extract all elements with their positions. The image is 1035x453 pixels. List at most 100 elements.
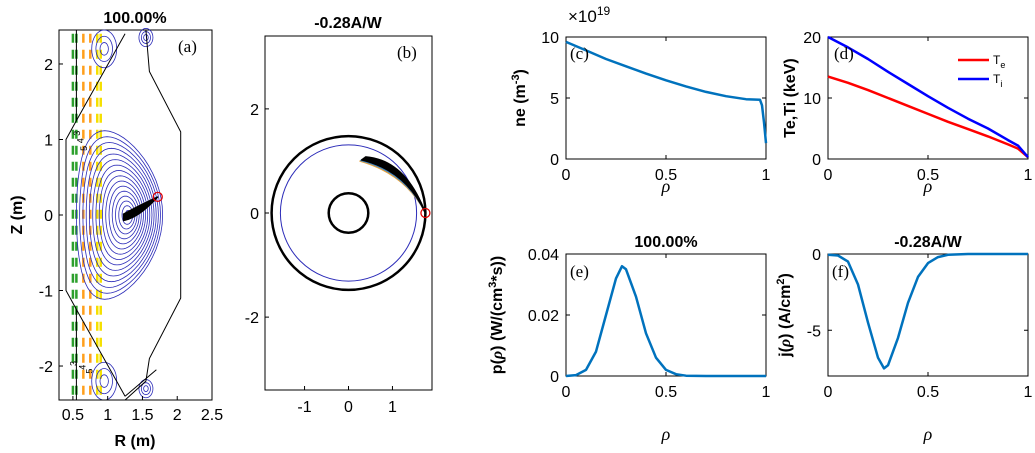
xtick-label: 0 — [562, 384, 571, 401]
axes-f-frame — [827, 253, 1029, 377]
toroidal-view — [270, 134, 431, 292]
panel-tag-b: (b) — [397, 43, 417, 62]
plot-e: 0 0.5 1 0 0.02 0.04 — [528, 247, 771, 401]
ytick-label: 0.04 — [528, 247, 559, 264]
legend-te-label: Te — [993, 53, 1005, 70]
ytick-label: 10 — [803, 91, 821, 108]
legend-d: Te Ti — [958, 53, 1005, 89]
title-f: -0.28A/W — [894, 234, 962, 251]
ytick-label: -1 — [39, 284, 53, 301]
vessel-wall — [65, 29, 182, 401]
ytick-label: 0 — [550, 369, 559, 386]
xtick-label: 1 — [103, 407, 112, 424]
xtick-label: 0 — [824, 167, 833, 184]
coil-contour-3-1 — [143, 385, 149, 393]
xtick-label: 2 — [173, 407, 182, 424]
ytick-label: 0 — [550, 152, 559, 169]
title-a: 100.00% — [103, 10, 166, 27]
panel-tag-e: (e) — [570, 262, 589, 281]
flux-surface-12 — [88, 153, 155, 277]
axes-b-frame — [264, 35, 433, 391]
panel-tag-c: (c) — [570, 44, 589, 63]
ray-13 — [122, 196, 158, 215]
ylabel-e: p(ρ) (W/(cm3*s)) — [487, 256, 506, 374]
xtick-label: -1 — [297, 399, 311, 416]
flux-surface-14 — [82, 142, 159, 288]
ytick-label: 2 — [250, 102, 259, 119]
flux-surface-11 — [92, 159, 153, 271]
flux-surface-10 — [95, 164, 151, 266]
ray-top-15 — [365, 156, 427, 214]
flux-surface-4 — [115, 195, 138, 235]
ytick-label: 0 — [812, 152, 821, 169]
xtick-label: 0 — [824, 384, 833, 401]
flux-surface-3 — [118, 200, 136, 230]
flux-surface-15 — [79, 136, 161, 294]
coil-contour-1-2 — [95, 368, 113, 395]
ytick-label: 10 — [541, 30, 559, 47]
xtick-label: 0.5 — [655, 384, 677, 401]
contour-label: 4 — [77, 365, 87, 370]
xtick-label: 0.5 — [917, 167, 939, 184]
title-b: -0.28A/W — [314, 15, 382, 32]
exponent-c: ×1019 — [568, 4, 611, 26]
panel-tag-f: (f) — [832, 262, 849, 281]
divertor-lines — [75, 33, 157, 397]
contour-label: 4 — [75, 138, 85, 143]
legend-ti-label: Ti — [993, 72, 1002, 89]
ytick-label: 0.02 — [528, 308, 559, 325]
flux-surface-2 — [121, 205, 134, 225]
ytick-label: -5 — [807, 323, 821, 340]
ytick-label: 5 — [550, 91, 559, 108]
panel-tag-d: (d) — [834, 44, 854, 63]
plot-f: 0 0.5 1 -5 0 — [807, 247, 1033, 401]
axes-e-frame — [565, 253, 767, 377]
xlabel-a: R (m) — [115, 433, 156, 450]
xtick-label: 1 — [1024, 384, 1033, 401]
plasma-boundary-circle — [279, 144, 418, 282]
series-line-ti — [827, 35, 1029, 159]
xtick-label: 1 — [388, 399, 397, 416]
coil-contour-3-2 — [140, 382, 151, 396]
xtick-label: 1 — [762, 384, 771, 401]
flux-surface-5 — [111, 190, 140, 240]
ytick-label: 20 — [803, 30, 821, 47]
flux-surface-7 — [105, 180, 144, 250]
coil-contour-2-3 — [138, 28, 154, 48]
flux-surface-8 — [102, 175, 146, 255]
ytick-label: 0 — [250, 206, 259, 223]
ytick-label: -2 — [39, 359, 53, 376]
coil-contour-0-1 — [99, 42, 109, 56]
series-line-0 — [565, 40, 768, 144]
xtick-label: 1.5 — [131, 407, 153, 424]
ylabel-d: Te,Ti (keV) — [782, 58, 799, 137]
series-line-0 — [827, 252, 1028, 370]
flux-surface-16 — [75, 130, 163, 300]
launch-marker — [152, 191, 163, 203]
contour-label: 5 — [79, 146, 89, 151]
ytick-label: 0 — [44, 208, 53, 225]
coil-contour-0-2 — [95, 35, 113, 62]
xlabel-c: ρ — [661, 176, 671, 196]
ylabel-a: Z (m) — [9, 195, 26, 234]
xtick-label: 0.5 — [62, 407, 84, 424]
panel-f: 0 0.5 1 -5 0 -0.28A/W (f) j(ρ) (A/cm2) ρ — [775, 234, 1033, 444]
inner-wall-circle — [327, 191, 370, 235]
ytick-label: 0 — [812, 247, 821, 264]
ylabel-c: ne (m-3) — [510, 69, 529, 127]
xlabel-e: ρ — [661, 424, 671, 444]
launch-marker-top — [420, 207, 431, 219]
ytick-label: 2 — [44, 57, 53, 74]
xtick-label: 0 — [344, 399, 353, 416]
xtick-label: 0.5 — [655, 167, 677, 184]
xlabel-f: ρ — [923, 424, 933, 444]
xtick-label: 1 — [1024, 167, 1033, 184]
coil-contour-1-1 — [99, 374, 109, 388]
xtick-label: 0 — [562, 167, 571, 184]
series-line-te — [827, 75, 1029, 159]
